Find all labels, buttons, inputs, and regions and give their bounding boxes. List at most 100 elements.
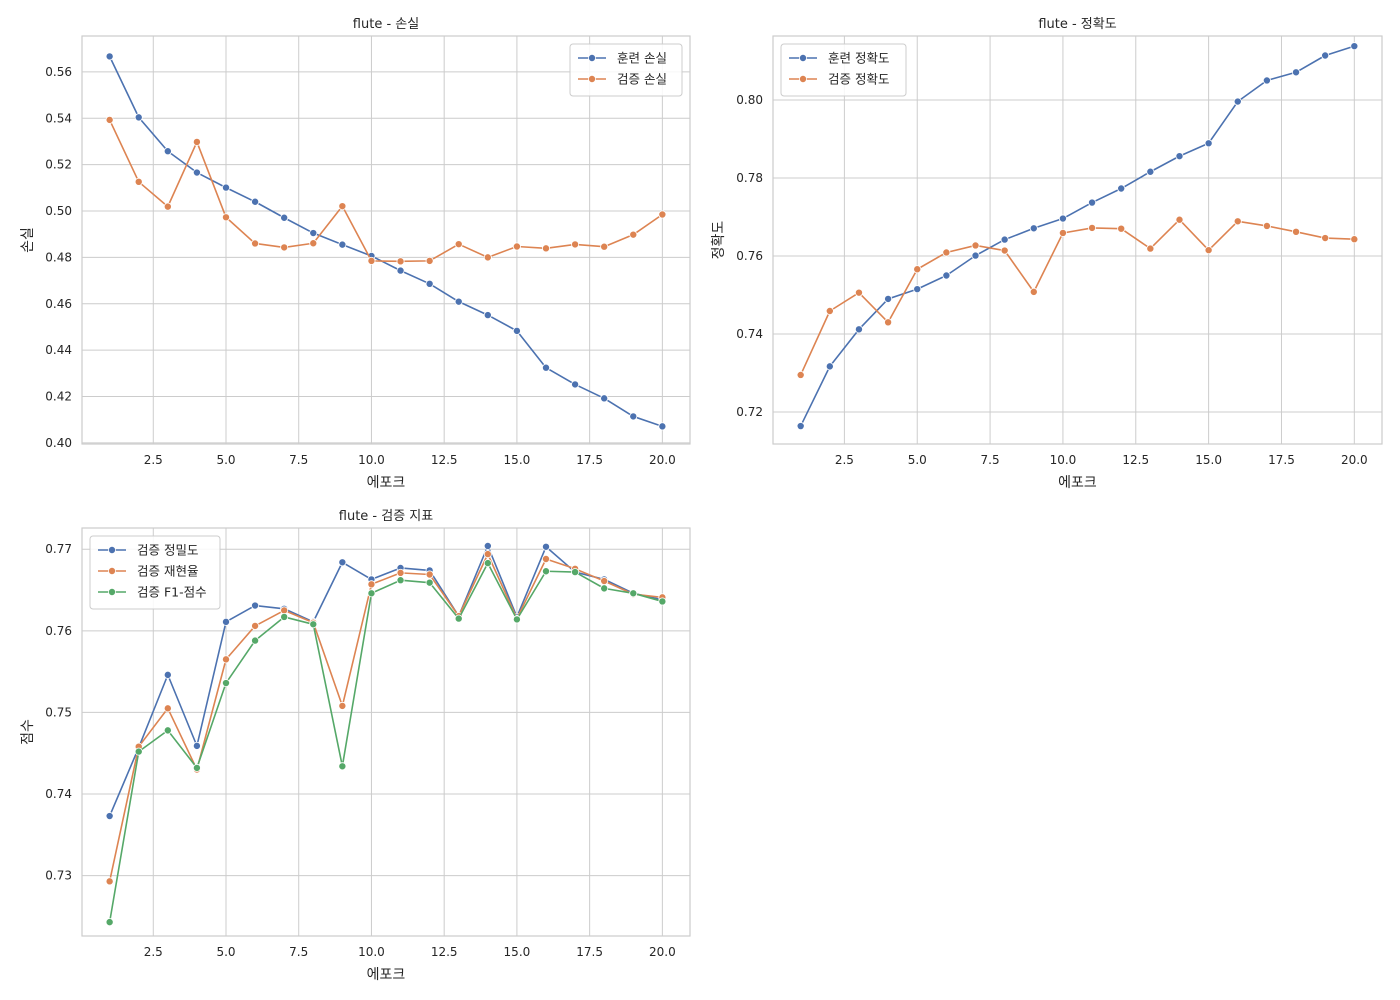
- data-point: [658, 597, 667, 606]
- series-1: [796, 42, 1359, 431]
- data-point: [454, 297, 463, 306]
- data-point: [629, 589, 638, 598]
- legend-marker: [588, 54, 597, 63]
- data-point: [629, 412, 638, 421]
- data-point: [1350, 235, 1359, 244]
- data-point: [309, 620, 318, 629]
- legend-label: 검증 손실: [617, 72, 667, 87]
- data-point: [571, 240, 580, 249]
- data-point: [163, 670, 172, 679]
- data-point: [542, 567, 551, 576]
- x-tick-label: 20.0: [649, 453, 676, 467]
- y-tick-label: 0.78: [736, 171, 763, 185]
- y-tick-label: 0.40: [45, 436, 72, 450]
- chart-title: flute - 정확도: [1038, 17, 1116, 32]
- data-point: [942, 248, 951, 257]
- plot-frame: [81, 35, 691, 445]
- y-tick-label: 0.77: [45, 542, 72, 556]
- plot-frame: [772, 35, 1383, 445]
- data-point: [425, 256, 434, 265]
- data-point: [1204, 246, 1213, 255]
- legend-label: 검증 F1-점수: [137, 585, 207, 600]
- series-2: [105, 115, 667, 266]
- data-point: [825, 306, 834, 315]
- legend-marker: [588, 75, 597, 84]
- data-point: [854, 325, 863, 334]
- y-tick-label: 0.80: [736, 93, 763, 107]
- data-point: [454, 614, 463, 623]
- data-point: [600, 242, 609, 251]
- data-point: [483, 253, 492, 262]
- chart-panel-3: 2.5 5.0 7.5 10.0 12.5 15.0 17.5 20.0 0.73 0.74 0.7…: [20, 509, 691, 983]
- y-tick-label: 0.73: [45, 869, 72, 883]
- data-point: [338, 240, 347, 249]
- data-point: [854, 288, 863, 297]
- series-line: [108, 562, 663, 923]
- x-tick-label: 2.5: [144, 945, 163, 959]
- data-point: [280, 213, 289, 222]
- y-axis-label: 정확도: [711, 221, 727, 260]
- x-tick-label: 10.0: [358, 945, 385, 959]
- legend-marker: [799, 54, 808, 63]
- data-point: [1292, 227, 1301, 236]
- data-point: [338, 558, 347, 567]
- y-tick-label: 0.54: [45, 111, 72, 125]
- y-tick-label: 0.72: [736, 405, 763, 419]
- y-tick-label: 0.44: [45, 343, 72, 357]
- data-point: [338, 202, 347, 211]
- data-point: [483, 311, 492, 320]
- data-point: [367, 580, 376, 589]
- data-point: [280, 243, 289, 252]
- legend-label: 검증 재현율: [137, 564, 198, 579]
- series-line: [108, 553, 663, 882]
- data-point: [425, 279, 434, 288]
- data-point: [280, 612, 289, 621]
- data-point: [1088, 198, 1097, 207]
- x-tick-label: 5.0: [216, 945, 235, 959]
- y-tick-label: 0.48: [45, 250, 72, 264]
- data-point: [512, 242, 521, 251]
- x-axis-label: 에포크: [367, 967, 406, 983]
- data-point: [1058, 214, 1067, 223]
- data-point: [454, 240, 463, 249]
- data-point: [134, 113, 143, 122]
- data-point: [1117, 224, 1126, 233]
- data-point: [396, 576, 405, 585]
- data-point: [913, 285, 922, 294]
- data-point: [251, 197, 260, 206]
- chart-panel-2: 2.5 5.0 7.5 10.0 12.5 15.0 17.5 20.0 0.72 0.74 0.7…: [711, 17, 1383, 491]
- data-point: [600, 394, 609, 403]
- x-tick-label: 2.5: [144, 453, 163, 467]
- data-point: [1233, 217, 1242, 226]
- x-axis-label: 에포크: [1058, 475, 1097, 491]
- data-point: [658, 422, 667, 431]
- data-point: [571, 568, 580, 577]
- y-tick-label: 0.50: [45, 204, 72, 218]
- data-point: [105, 812, 114, 821]
- data-point: [192, 741, 201, 750]
- data-point: [1292, 68, 1301, 77]
- data-point: [221, 655, 230, 664]
- data-point: [251, 601, 260, 610]
- x-tick-label: 17.5: [576, 945, 603, 959]
- data-point: [396, 257, 405, 266]
- data-point: [796, 422, 805, 431]
- data-point: [971, 251, 980, 260]
- data-point: [105, 877, 114, 886]
- data-point: [1262, 76, 1271, 85]
- data-point: [483, 559, 492, 568]
- data-point: [425, 578, 434, 587]
- data-point: [942, 271, 951, 280]
- x-tick-label: 15.0: [1195, 453, 1222, 467]
- data-point: [542, 555, 551, 564]
- data-point: [309, 229, 318, 238]
- y-tick-label: 0.46: [45, 297, 72, 311]
- data-point: [425, 570, 434, 579]
- x-axis-label: 에포크: [367, 475, 406, 491]
- legend-frame: [569, 43, 683, 97]
- x-tick-label: 5.0: [216, 453, 235, 467]
- y-tick-label: 0.52: [45, 158, 72, 172]
- y-tick-label: 0.74: [736, 327, 763, 341]
- data-point: [134, 747, 143, 756]
